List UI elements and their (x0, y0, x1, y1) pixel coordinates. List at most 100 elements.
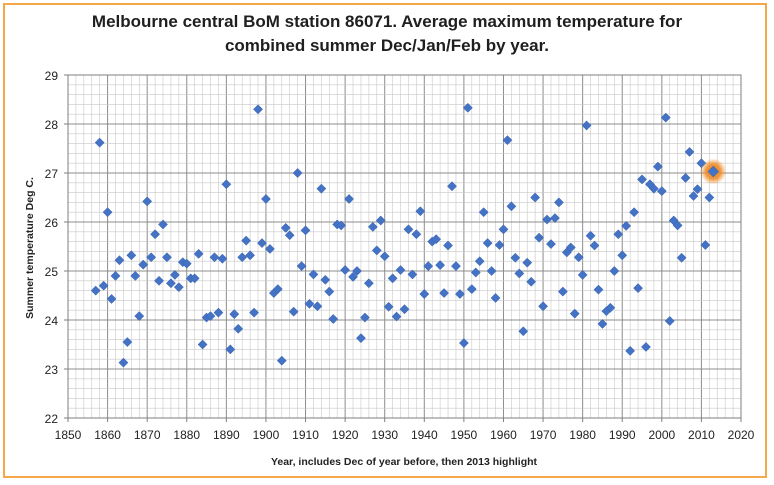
data-point (573, 252, 584, 263)
data-point (478, 207, 489, 218)
data-point (134, 311, 145, 322)
data-point (165, 278, 176, 289)
data-point (296, 261, 307, 272)
data-point (656, 186, 667, 197)
data-point (506, 201, 517, 212)
y-tick-label: 29 (45, 69, 59, 83)
data-point (542, 214, 552, 225)
x-tick-label: 1940 (411, 428, 438, 442)
y-tick-label: 27 (45, 167, 59, 181)
data-point (407, 269, 418, 280)
data-point (474, 256, 485, 267)
data-point (367, 221, 378, 232)
data-point (486, 266, 497, 276)
data-point (514, 268, 525, 279)
x-tick-label: 1900 (253, 428, 280, 442)
data-point (395, 265, 406, 275)
data-point (217, 253, 228, 264)
data-point (114, 255, 125, 266)
data-point (391, 311, 402, 322)
data-point (403, 224, 414, 235)
data-point (110, 270, 121, 281)
x-tick-label: 1880 (173, 428, 200, 442)
data-point (625, 345, 636, 356)
data-point (126, 250, 137, 261)
data-point (253, 104, 263, 115)
data-point (526, 276, 537, 287)
data-point (443, 240, 454, 251)
data-point (158, 219, 168, 230)
x-tick-label: 1950 (451, 428, 478, 442)
data-point (205, 311, 216, 322)
data-point (621, 220, 632, 231)
data-point (336, 220, 347, 231)
data-point (359, 312, 370, 323)
data-point (411, 229, 422, 240)
data-point (672, 220, 683, 231)
plot-border (67, 74, 742, 419)
x-tick-label: 1910 (292, 428, 319, 442)
data-point (510, 252, 521, 263)
data-point (312, 301, 323, 312)
data-point (375, 215, 386, 226)
data-point (502, 135, 513, 146)
data-point (213, 307, 224, 318)
data-point (637, 174, 647, 185)
data-point (553, 197, 564, 208)
data-point (629, 207, 640, 218)
data-point (482, 238, 493, 249)
x-tick-label: 1850 (55, 428, 82, 442)
data-point (280, 222, 291, 233)
data-point (490, 292, 501, 303)
y-tick-label: 23 (45, 363, 59, 377)
data-point (142, 196, 153, 207)
data-point (379, 251, 390, 262)
data-point (146, 252, 157, 263)
data-point (605, 302, 616, 313)
data-point (454, 289, 465, 299)
data-point (237, 252, 248, 263)
x-tick-label: 1970 (530, 428, 557, 442)
data-point (324, 286, 335, 297)
data-point (98, 280, 109, 291)
data-point (458, 338, 469, 348)
data-point (597, 318, 608, 329)
data-point (355, 333, 366, 344)
data-point (431, 234, 442, 245)
data-point (189, 273, 200, 284)
data-point (348, 271, 358, 282)
data-point (257, 238, 267, 249)
data-point (633, 283, 644, 294)
x-tick-label: 2000 (648, 428, 675, 442)
highlight-group (700, 158, 727, 185)
data-point (470, 267, 481, 278)
data-point (106, 293, 117, 304)
x-tick-label: 1960 (490, 428, 517, 442)
data-point (225, 344, 236, 355)
data-point (169, 269, 180, 280)
x-tick-label: 2020 (728, 428, 755, 442)
data-point (700, 240, 711, 250)
data-point (90, 285, 101, 296)
data-point (439, 288, 450, 299)
y-tick-label: 22 (45, 412, 59, 426)
data-point (94, 137, 105, 148)
data-point (660, 112, 671, 123)
plot-grid (67, 74, 742, 419)
data-point (462, 102, 473, 113)
data-point (688, 191, 699, 201)
data-point (569, 308, 580, 319)
data-point (241, 235, 252, 246)
data-point (664, 316, 675, 326)
data-point (264, 243, 275, 254)
data-point (284, 230, 295, 241)
data-point (371, 245, 382, 256)
data-point (498, 224, 509, 235)
data-point (260, 194, 271, 204)
y-axis-ticks: 22 23 24 25 26 27 28 29 (45, 69, 68, 426)
data-point (181, 258, 192, 269)
data-point (308, 269, 319, 280)
data-point (704, 192, 715, 203)
data-point (585, 230, 596, 241)
data-point (352, 266, 362, 276)
